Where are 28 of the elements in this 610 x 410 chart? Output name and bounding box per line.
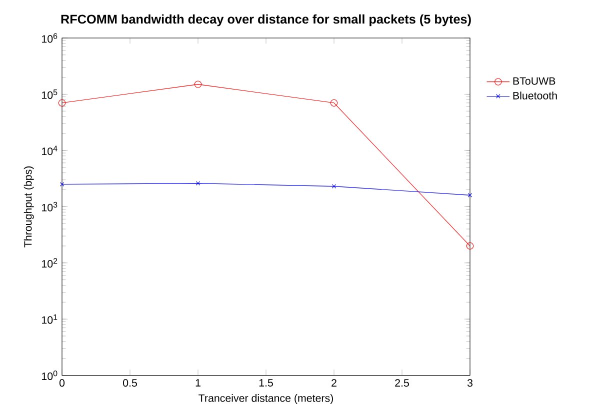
legend-label: BToUWB [513, 77, 556, 85]
x-tick-label: 2 [332, 379, 336, 387]
y-tick-label: 10$^{4}$ [42, 146, 58, 156]
x-tick-label: 1 [196, 379, 200, 386]
y-axis-title: Throughput (bps) [24, 166, 34, 248]
y-tick-label: 10$^{2}$ [42, 258, 58, 268]
y-tick-label: 10$^{0}$ [42, 370, 58, 380]
line-series [60, 181, 472, 198]
x-tick-label: 1.5 [259, 379, 273, 387]
point [466, 242, 474, 250]
point [58, 99, 66, 107]
y-tick-label: 10$^{6}$ [42, 33, 58, 43]
legend-label: Bluetooth [513, 92, 557, 100]
y-tick-label: 10$^{5}$ [42, 90, 58, 99]
y-tick-label: 10$^{3}$ [42, 202, 58, 212]
chart-title: RFCOMM bandwidth decay over distance for small packets (5 bytes) [61, 14, 471, 26]
y-tick-label: 10$^{1}$ [42, 314, 58, 324]
x-tick-label: 0.5 [123, 379, 137, 387]
point [468, 193, 472, 198]
x-tick-label: 3 [467, 379, 472, 387]
point [194, 80, 202, 88]
x-tick-label: 2.5 [395, 379, 409, 387]
x-tick-label: 0 [59, 379, 65, 387]
point [330, 99, 338, 107]
point [60, 182, 64, 186]
x-axis-title: Tranceiver distance (meters) [198, 394, 333, 404]
point [196, 181, 200, 186]
point [332, 184, 336, 188]
